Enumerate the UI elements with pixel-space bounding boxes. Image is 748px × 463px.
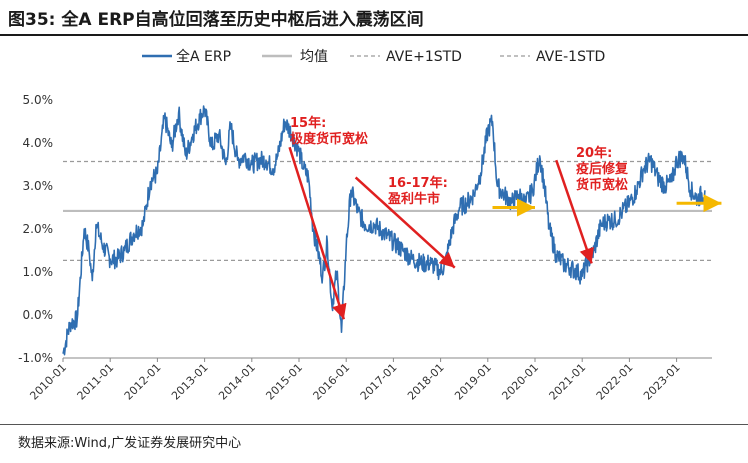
annotation-text: 15年: [290, 115, 326, 131]
figure-title: 图35: 全A ERP自高位回落至历史中枢后进入震荡区间 [8, 5, 424, 30]
x-tick-label: 2015-01 [263, 361, 305, 403]
annotation-text: 盈利牛市 [387, 191, 440, 207]
x-tick-label: 2017-01 [358, 361, 400, 403]
y-tick-label: 2.0% [23, 222, 54, 236]
x-tick-label: 2020-01 [499, 361, 541, 403]
annotation-text: 16-17年: [388, 175, 448, 191]
annotation-text: 极度货币宽松 [290, 131, 368, 147]
trend-arrow-down [555, 159, 594, 264]
source-note: 数据来源:Wind,广发证券发展研究中心 [18, 436, 242, 451]
x-tick-label: 2010-01 [27, 361, 69, 403]
x-tick-label: 2022-01 [594, 361, 636, 403]
footer-rule [0, 424, 748, 425]
figure-label: 图35: [8, 10, 56, 30]
y-tick-label: 4.0% [23, 136, 54, 150]
x-tick-label: 2012-01 [122, 361, 164, 403]
erp-series-line [62, 105, 706, 356]
erp-line-chart: 全A ERP 均值 AVE+1STD AVE-1STD 5.0% 4.0% 3.0%… [18, 48, 722, 403]
y-tick-label: -1.0% [18, 351, 53, 365]
annotation-text: 20年: [576, 145, 612, 161]
y-tick-label: 3.0% [23, 179, 54, 193]
chart-legend: 全A ERP 均值 AVE+1STD AVE-1STD [142, 48, 605, 65]
plot-area: 5.0% 4.0% 3.0% 2.0% 1.0% 0.0% -1.0%2010-01 2011… [18, 93, 722, 403]
trend-arrow-down [354, 176, 456, 269]
legend-label-erp: 全A ERP [176, 48, 231, 65]
x-tick-label: 2011-01 [75, 361, 117, 403]
trend-arrow-down [288, 146, 347, 320]
title-rule [0, 34, 748, 36]
x-tick-label: 2021-01 [547, 361, 589, 403]
x-tick-label: 2019-01 [452, 361, 494, 403]
y-tick-label: 5.0% [23, 93, 54, 107]
x-tick-label: 2014-01 [216, 361, 258, 403]
annotation-text: 货币宽松 [576, 177, 628, 193]
x-tick-label: 2016-01 [311, 361, 353, 403]
x-tick-label: 2018-01 [405, 361, 447, 403]
legend-label-plus-std: AVE+1STD [386, 49, 462, 65]
x-tick-label: 2023-01 [641, 361, 683, 403]
legend-label-mean: 均值 [300, 49, 328, 65]
legend-label-minus-std: AVE-1STD [536, 49, 605, 65]
y-tick-label: 1.0% [23, 265, 54, 279]
x-tick-label: 2013-01 [169, 361, 211, 403]
annotation-text: 疫后修复 [576, 161, 629, 177]
figure-title-text: 全A ERP自高位回落至历史中枢后进入震荡区间 [61, 10, 424, 30]
y-tick-label: 0.0% [23, 308, 54, 322]
